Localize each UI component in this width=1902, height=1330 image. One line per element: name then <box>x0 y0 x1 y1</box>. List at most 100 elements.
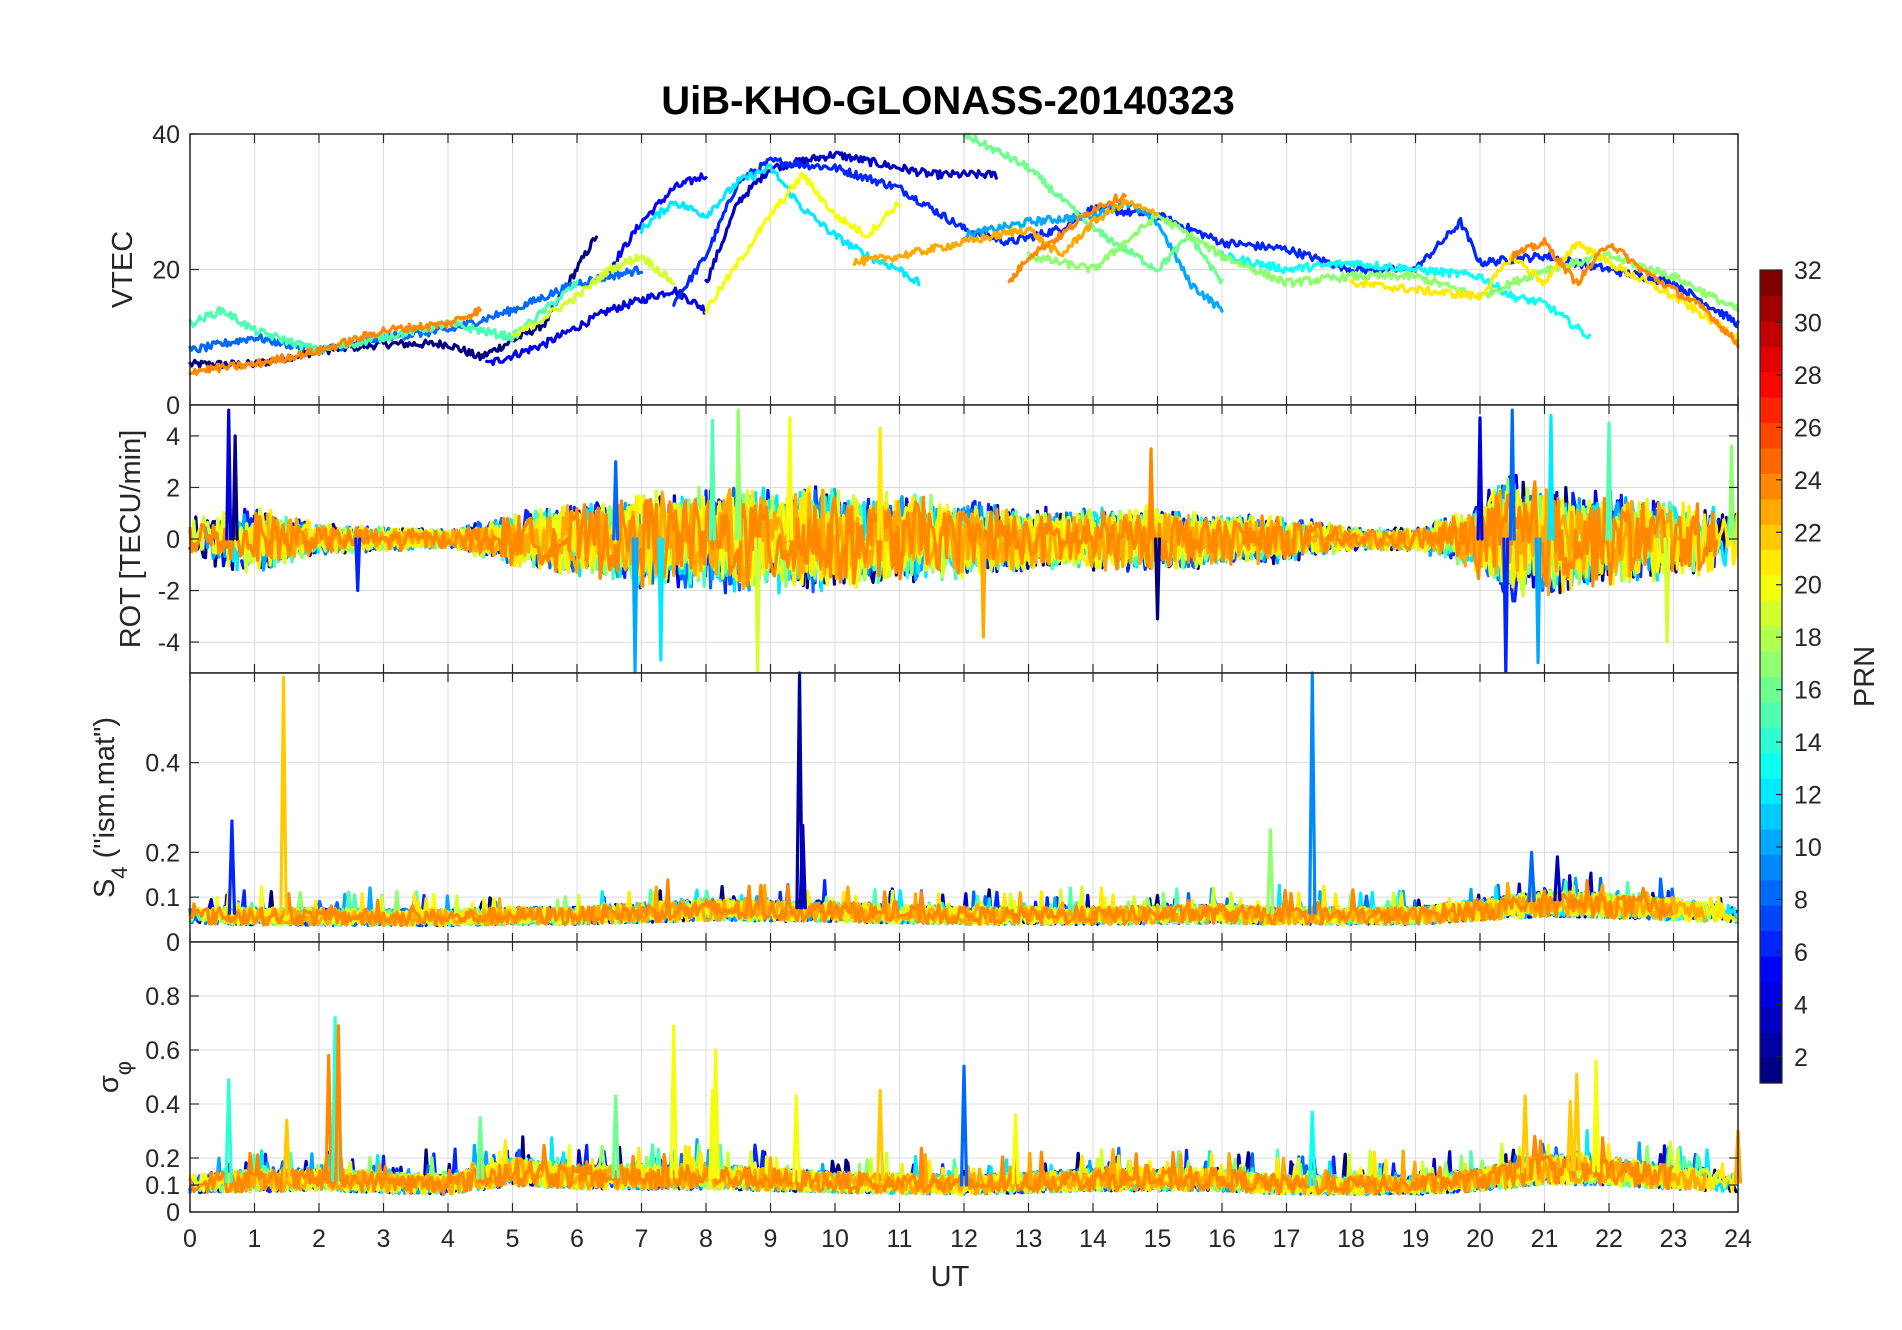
vtec-panel: 0 20 40 VTEC <box>107 121 1740 420</box>
vtec-series-prn-24 <box>1510 236 1740 349</box>
x-tick-label: 13 <box>1015 1225 1043 1253</box>
x-tick-label: 12 <box>950 1225 978 1253</box>
colorbar-swatch <box>1760 397 1782 424</box>
colorbar-swatch <box>1760 295 1782 322</box>
y-tick-label: 0.2 <box>145 1145 180 1173</box>
rot-spike <box>1663 537 1671 644</box>
sigma-spike <box>1308 1110 1317 1187</box>
rot-spike <box>1547 413 1555 541</box>
colorbar-swatch <box>1760 778 1782 805</box>
colorbar-swatch <box>1760 625 1782 652</box>
rot-series-prn-24 <box>188 480 1719 588</box>
x-tick-label: 5 <box>506 1225 520 1253</box>
x-tick-label: 0 <box>183 1225 197 1253</box>
colorbar-swatch <box>1760 651 1782 678</box>
colorbar-tick-label: 12 <box>1794 782 1822 810</box>
s4-spike <box>1266 828 1275 914</box>
x-tick-label: 8 <box>699 1225 713 1253</box>
colorbar-tick-label: 8 <box>1794 886 1808 914</box>
colorbar-tick-label: 18 <box>1794 624 1822 652</box>
rot-spike <box>1605 421 1613 541</box>
rot-spike <box>231 434 239 541</box>
rot-spike <box>225 408 233 541</box>
vtec-series-prn-23 <box>852 197 1160 267</box>
vtec-series-prn-16 <box>962 132 1224 285</box>
rot-spike <box>1534 537 1542 665</box>
rot-panel: -4 -2 0 2 4 ROT [TECU/min] <box>115 404 1739 675</box>
y-axis-label: VTEC <box>107 231 139 308</box>
sigma-spike <box>334 1024 343 1183</box>
colorbar-tick-label: 24 <box>1794 467 1822 495</box>
vtec-series-prn-17 <box>1026 212 1740 313</box>
sigma-spike <box>1572 1072 1581 1172</box>
x-tick-label: 17 <box>1273 1225 1301 1253</box>
y-tick-label: 0 <box>166 526 180 554</box>
colorbar-tick-label: 32 <box>1794 257 1822 285</box>
rot-spike <box>1147 447 1155 541</box>
rot-spike <box>876 426 884 541</box>
colorbar-swatch <box>1760 346 1782 373</box>
y-tick-label: 0 <box>166 1199 180 1227</box>
colorbar-swatch <box>1760 752 1782 779</box>
colorbar-swatch <box>1760 854 1782 881</box>
y-tick-label: 0 <box>166 392 180 420</box>
sigma-spike <box>669 1024 678 1179</box>
x-tick-label: 3 <box>377 1225 391 1253</box>
y-axis-label: ROT [TECU/min] <box>115 430 147 649</box>
y-tick-label: 0.2 <box>145 839 180 867</box>
y-tick-label: 20 <box>152 257 180 285</box>
colorbar-swatch <box>1760 574 1782 601</box>
vtec-series-prn-3 <box>704 150 998 284</box>
colorbar-swatch <box>1760 371 1782 398</box>
colorbar-swatch <box>1760 473 1782 500</box>
sigma-spike <box>611 1094 620 1179</box>
s4-series-prn-24 <box>188 878 1674 927</box>
colorbar-tick-label: 20 <box>1794 572 1822 600</box>
colorbar-label: PRN <box>1849 646 1881 707</box>
colorbar-tick-label: 22 <box>1794 519 1822 547</box>
colorbar-swatch <box>1760 422 1782 449</box>
colorbar-swatch <box>1760 320 1782 347</box>
x-tick-label: 19 <box>1402 1225 1430 1253</box>
x-tick-label: 18 <box>1337 1225 1365 1253</box>
s4-spike <box>798 823 807 910</box>
x-tick-label: 11 <box>887 1225 913 1253</box>
s4-spike <box>227 819 237 915</box>
colorbar-swatch <box>1760 879 1782 906</box>
vtec-series-prn-13 <box>1220 250 1592 340</box>
rot-spike <box>1508 408 1516 541</box>
x-tick-label: 1 <box>248 1225 262 1253</box>
colorbar-swatch <box>1760 1032 1782 1059</box>
rot-spike <box>1728 444 1736 541</box>
y-tick-label: 0.1 <box>145 1172 180 1200</box>
vtec-series-prn-21 <box>1349 240 1740 343</box>
x-tick-label: 14 <box>1079 1225 1107 1253</box>
x-axis-label: UT <box>931 1261 970 1293</box>
x-tick-label: 15 <box>1144 1225 1172 1253</box>
rot-spike <box>734 408 742 541</box>
colorbar-tick-label: 2 <box>1794 1044 1808 1072</box>
sigma-spike <box>476 1115 485 1180</box>
x-tick-label: 2 <box>312 1225 326 1253</box>
y-tick-label: 0.6 <box>145 1037 180 1065</box>
vtec-series-prn-24 <box>188 306 482 376</box>
y-tick-label: 0.1 <box>145 884 180 912</box>
rot-spike <box>657 537 665 662</box>
vtec-series-prn-19 <box>510 253 676 338</box>
vtec-series-prn-24 <box>1007 192 1127 284</box>
vtec-series-prn-4 <box>485 286 708 367</box>
colorbar-swatch <box>1760 600 1782 627</box>
s4-spike <box>1553 855 1562 902</box>
rot-spike <box>612 460 620 541</box>
sigma-spike <box>282 1118 291 1182</box>
colorbar-tick-label: 6 <box>1794 939 1808 967</box>
y-axis-label: σφ <box>93 1061 136 1093</box>
rot-spike <box>354 537 362 593</box>
y-tick-label: 0.8 <box>145 983 180 1011</box>
sigma-spike <box>1591 1059 1601 1173</box>
y-tick-label: -2 <box>158 578 180 606</box>
y-tick-label: 4 <box>166 423 180 451</box>
x-tick-label: 21 <box>1531 1225 1559 1253</box>
y-axis-label: S4 ("ism.mat") <box>89 717 132 898</box>
colorbar-swatch <box>1760 828 1782 855</box>
